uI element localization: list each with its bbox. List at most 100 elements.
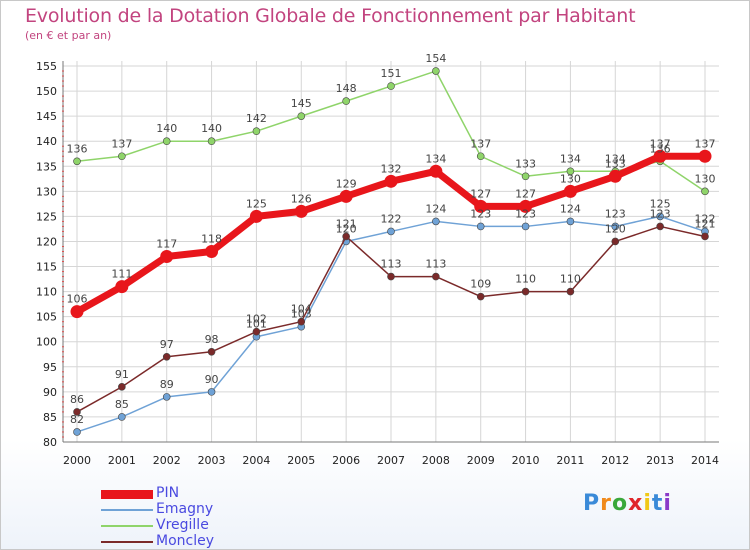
data-label-moncley: 104 <box>291 303 312 316</box>
data-point-emagny <box>476 222 485 231</box>
data-point-pin <box>339 189 353 203</box>
data-point-moncley <box>566 287 575 296</box>
data-label-moncley: 98 <box>205 333 219 346</box>
data-point-emagny <box>656 212 664 221</box>
x-tick-label: 2006 <box>332 454 360 467</box>
data-point-vregille <box>207 137 216 146</box>
data-label-pin: 130 <box>560 172 581 185</box>
y-tick-label: 140 <box>36 135 57 148</box>
y-tick-label: 105 <box>36 311 57 324</box>
data-label-pin: 118 <box>201 233 222 246</box>
data-label-pin: 132 <box>381 162 402 175</box>
data-point-emagny <box>118 413 126 421</box>
logo-letter: P <box>583 491 601 516</box>
data-label-moncley: 121 <box>336 217 357 230</box>
data-point-pin <box>384 174 398 188</box>
data-point-moncley <box>207 347 216 356</box>
x-tick-label: 2010 <box>512 454 540 467</box>
proxiti-logo: Proxiti <box>583 491 672 516</box>
data-label-vregille: 136 <box>67 142 88 155</box>
data-point-moncley <box>521 287 530 296</box>
legend-swatch-vregille <box>101 525 153 527</box>
data-point-vregille <box>432 67 440 75</box>
data-label-moncley: 113 <box>381 258 402 271</box>
data-label-emagny: 120 <box>336 222 357 235</box>
data-label-vregille: 154 <box>425 52 446 65</box>
data-label-vregille: 136 <box>650 142 671 155</box>
data-point-pin <box>70 305 84 319</box>
data-point-emagny <box>207 388 216 396</box>
data-label-emagny: 124 <box>425 202 446 215</box>
data-label-vregille: 137 <box>111 137 132 150</box>
data-label-emagny: 124 <box>560 202 581 215</box>
data-label-emagny: 123 <box>515 207 536 220</box>
data-label-emagny: 85 <box>115 398 129 411</box>
x-tick-label: 2008 <box>422 454 450 467</box>
data-label-pin: 106 <box>67 293 88 306</box>
data-point-pin <box>608 169 622 183</box>
legend-swatch-moncley <box>101 541 153 543</box>
data-point-moncley <box>162 352 171 361</box>
data-point-pin <box>160 250 174 264</box>
data-point-moncley <box>476 292 485 301</box>
logo-letter: x <box>628 491 644 516</box>
data-point-emagny <box>387 227 395 236</box>
legend-label-vregille: Vregille <box>156 517 209 533</box>
data-label-emagny: 89 <box>160 378 174 391</box>
data-point-moncley <box>611 237 620 246</box>
data-label-moncley: 110 <box>515 273 536 286</box>
data-point-pin <box>653 149 667 163</box>
data-label-moncley: 120 <box>605 222 626 235</box>
data-label-pin: 125 <box>246 197 267 210</box>
y-tick-label: 100 <box>36 336 57 349</box>
x-tick-label: 2012 <box>601 454 629 467</box>
y-tick-label: 120 <box>36 235 57 248</box>
data-label-moncley: 110 <box>560 273 581 286</box>
data-point-moncley <box>701 232 709 241</box>
data-label-emagny: 122 <box>381 212 402 225</box>
data-label-emagny: 101 <box>246 318 267 331</box>
data-point-moncley <box>342 232 350 241</box>
legend-label-emagny: Emagny <box>156 501 214 517</box>
data-point-vregille <box>73 157 81 166</box>
y-tick-label: 155 <box>36 60 57 73</box>
x-tick-label: 2011 <box>556 454 584 467</box>
logo-letter: i <box>663 491 672 516</box>
data-label-vregille: 140 <box>156 122 177 135</box>
data-point-pin <box>205 245 219 258</box>
data-label-moncley: 121 <box>695 217 716 230</box>
data-point-vregille <box>387 82 395 90</box>
data-point-pin <box>474 199 488 213</box>
legend-swatch-pin <box>101 490 153 499</box>
y-tick-label: 90 <box>43 386 57 399</box>
data-point-moncley <box>73 408 81 416</box>
x-tick-label: 2014 <box>691 454 719 467</box>
data-label-vregille: 148 <box>336 82 357 95</box>
data-label-pin: 133 <box>605 157 626 170</box>
data-label-moncley: 97 <box>160 338 174 351</box>
data-point-vregille <box>297 112 306 120</box>
legend-swatch-emagny <box>101 509 153 511</box>
data-label-vregille: 134 <box>560 152 581 165</box>
data-point-vregille <box>476 152 485 161</box>
data-point-pin <box>519 199 533 213</box>
data-label-emagny: 123 <box>605 207 626 220</box>
data-point-emagny <box>432 217 440 226</box>
data-label-emagny: 90 <box>205 373 219 386</box>
data-label-pin: 137 <box>695 137 716 150</box>
data-label-pin: 129 <box>336 177 357 190</box>
x-tick-label: 2000 <box>63 454 91 467</box>
y-tick-label: 115 <box>36 261 57 274</box>
data-label-vregille: 142 <box>246 112 267 125</box>
data-point-vregille <box>118 152 126 161</box>
data-label-vregille: 130 <box>695 172 716 185</box>
data-point-pin <box>294 204 308 218</box>
y-tick-label: 135 <box>36 160 57 173</box>
data-point-moncley <box>432 272 440 281</box>
data-point-emagny <box>73 428 81 436</box>
data-point-moncley <box>656 222 664 231</box>
data-point-pin <box>698 149 712 163</box>
y-tick-label: 95 <box>43 361 57 374</box>
data-label-vregille: 145 <box>291 97 312 110</box>
